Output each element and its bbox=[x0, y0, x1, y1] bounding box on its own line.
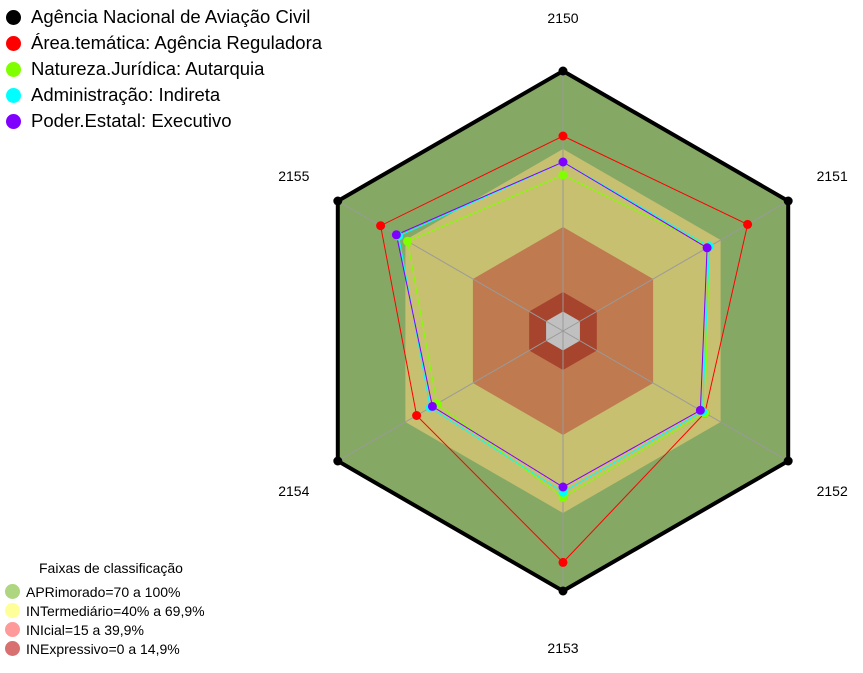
point-s4-2150 bbox=[558, 157, 568, 167]
point-s0-2154 bbox=[333, 456, 343, 466]
legend-label: Natureza.Jurídica: Autarquia bbox=[31, 58, 265, 79]
series-legend: Agência Nacional de Aviação Civil Área.t… bbox=[6, 4, 322, 134]
band-label: APRimorado=70 a 100% bbox=[26, 583, 181, 600]
band-label: INExpressivo=0 a 14,9% bbox=[26, 640, 180, 657]
point-s4-2153 bbox=[558, 482, 568, 492]
legend-item-area-tematica: Área.temática: Agência Reguladora bbox=[6, 30, 322, 56]
point-s1-2150 bbox=[558, 131, 568, 141]
band-item-inexpressivo: INExpressivo=0 a 14,9% bbox=[5, 639, 205, 658]
point-s0-2151 bbox=[783, 196, 793, 206]
bands-legend: Faixas de classificação APRimorado=70 a … bbox=[5, 560, 205, 658]
legend-item-poder-estatal: Poder.Estatal: Executivo bbox=[6, 108, 322, 134]
point-s1-2154 bbox=[412, 411, 422, 420]
legend-marker bbox=[6, 35, 21, 51]
band-label: INIcial=15 a 39,9% bbox=[26, 621, 144, 638]
spoke-2152 bbox=[562, 330, 789, 462]
point-s0-2152 bbox=[783, 456, 793, 466]
band-item-aprimorado: APRimorado=70 a 100% bbox=[5, 582, 205, 601]
point-s4-2152 bbox=[695, 405, 705, 415]
point-s2-2155 bbox=[403, 236, 413, 246]
spoke-2154 bbox=[337, 330, 564, 462]
spoke-2155 bbox=[337, 200, 564, 332]
point-s1-2151 bbox=[743, 219, 753, 229]
band-item-intermediario: INTermediário=40% a 69,9% bbox=[5, 601, 205, 620]
point-s0-2155 bbox=[333, 196, 343, 206]
band-swatch bbox=[5, 641, 20, 656]
axis-label-2152: 2152 bbox=[817, 483, 848, 499]
legend-item-anac: Agência Nacional de Aviação Civil bbox=[6, 4, 322, 30]
bands-legend-title: Faixas de classificação bbox=[39, 560, 183, 576]
point-s4-2155 bbox=[391, 230, 401, 240]
legend-label: Agência Nacional de Aviação Civil bbox=[31, 6, 311, 27]
band-swatch bbox=[5, 584, 20, 599]
legend-label: Poder.Estatal: Executivo bbox=[31, 110, 232, 131]
legend-marker bbox=[6, 113, 21, 129]
point-s1-2155 bbox=[376, 221, 386, 231]
point-s2-2150 bbox=[558, 170, 568, 180]
point-s4-2151 bbox=[702, 243, 712, 253]
legend-item-natureza-juridica: Natureza.Jurídica: Autarquia bbox=[6, 56, 322, 82]
legend-marker bbox=[6, 87, 21, 103]
band-item-inicial: INIcial=15 a 39,9% bbox=[5, 620, 205, 639]
legend-label: Área.temática: Agência Reguladora bbox=[31, 32, 323, 53]
band-swatch bbox=[5, 603, 20, 618]
point-s4-2154 bbox=[427, 401, 437, 411]
legend-label: Administração: Indireta bbox=[31, 84, 221, 105]
legend-item-administracao: Administração: Indireta bbox=[6, 82, 322, 108]
legend-marker bbox=[6, 61, 21, 77]
point-s1-2153 bbox=[558, 557, 568, 567]
axis-label-2150: 2150 bbox=[547, 10, 578, 26]
band-swatch bbox=[5, 622, 20, 637]
series-layer bbox=[333, 66, 793, 596]
axis-label-2155: 2155 bbox=[278, 168, 309, 184]
axis-label-2154: 2154 bbox=[278, 483, 309, 499]
point-s0-2153 bbox=[558, 586, 568, 596]
axis-label-2151: 2151 bbox=[817, 168, 848, 184]
axis-label-2153: 2153 bbox=[547, 640, 578, 656]
band-label: INTermediário=40% a 69,9% bbox=[26, 602, 205, 619]
point-s0-2150 bbox=[558, 66, 568, 76]
legend-marker bbox=[6, 9, 21, 25]
axis-labels: 2150 2151 2152 2153 2154 2155 bbox=[278, 10, 848, 656]
